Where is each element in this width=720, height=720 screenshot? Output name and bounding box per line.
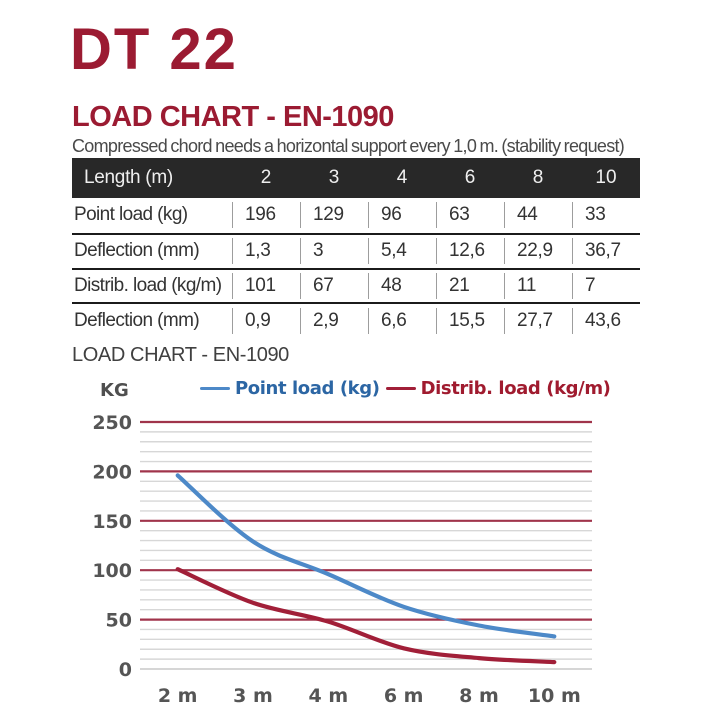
- table-cell: 67: [300, 272, 368, 299]
- table-cell: 1,3: [232, 238, 300, 265]
- legend-item-distrib-load: Distrib. load (kg/m): [385, 378, 611, 399]
- x-axis-tick-label: 6 m: [384, 685, 424, 707]
- chart-legend: Point load (kg) Distrib. load (kg/m): [200, 378, 611, 399]
- table-cell: 43,6: [572, 307, 640, 334]
- table-row-label: Deflection (mm): [74, 309, 200, 331]
- table-row-label: Point load (kg): [74, 204, 188, 226]
- y-axis-tick-label: 100: [92, 560, 132, 582]
- table-cell: 196: [232, 202, 300, 229]
- table-row: Point load (kg) 196 129 96 63 44 33: [72, 198, 640, 233]
- load-chart-heading: LOAD CHART - EN-1090: [72, 101, 394, 133]
- x-axis-tick-label: 10 m: [528, 685, 581, 707]
- y-axis-tick-label: 250: [92, 412, 132, 434]
- x-axis-tick-label: 3 m: [233, 685, 273, 707]
- table-row: Deflection (mm) 1,3 3 5,4 12,6 22,9 36,7: [72, 232, 640, 268]
- table-header-label: Length (m): [84, 167, 173, 188]
- distrib-load-line: [175, 567, 557, 665]
- table-row: Distrib. load (kg/m) 101 67 48 21 11 7: [72, 267, 640, 303]
- table-cell: 96: [368, 202, 436, 229]
- table-cell: 33: [572, 202, 640, 229]
- x-axis-tick-label: 8 m: [459, 685, 499, 707]
- table-header-length: 10: [595, 167, 617, 188]
- table-cell: 6,6: [368, 307, 436, 334]
- table-row-label: Deflection (mm): [74, 240, 200, 262]
- table-cell: 15,5: [436, 307, 504, 334]
- table-cell: 2,9: [300, 307, 368, 334]
- table-cell: 44: [504, 202, 572, 229]
- table-cell: 129: [300, 202, 368, 229]
- legend-label-distrib-load: Distrib. load (kg/m): [420, 378, 611, 399]
- x-axis-tick-label: 2 m: [158, 685, 198, 707]
- table-cell: 101: [232, 272, 300, 299]
- table-header-row: Length (m) 2 3 4 6 8 10: [72, 158, 640, 198]
- y-axis-tick-label: 200: [92, 461, 132, 483]
- table-header-length: 8: [532, 167, 544, 188]
- table-header-length: 2: [260, 167, 272, 188]
- chart-title: LOAD CHART - EN-1090: [72, 344, 289, 366]
- table-header-length: 4: [396, 167, 408, 188]
- y-axis-tick-label: 0: [119, 659, 132, 681]
- x-axis-tick-label: 4 m: [309, 685, 349, 707]
- y-axis-unit-label: KG: [100, 380, 129, 401]
- table-row: Deflection (mm) 0,9 2,9 6,6 15,5 27,7 43,6: [72, 302, 640, 337]
- table-cell: 7: [572, 272, 640, 299]
- table-cell: 21: [436, 272, 504, 299]
- load-chart-plot: 0 50 100 150 200 250 2 m 3 m 4 m 6 m 8 m 10 m: [92, 412, 592, 707]
- table-cell: 5,4: [368, 238, 436, 265]
- stability-note: Compressed chord needs a horizontal supp…: [72, 136, 625, 156]
- table-cell: 3: [300, 238, 368, 265]
- product-title: DT 22: [70, 17, 238, 82]
- distrib-load-line-swatch: [385, 386, 416, 391]
- table-header-length: 3: [328, 167, 340, 188]
- legend-item-point-load: Point load (kg): [200, 378, 380, 399]
- table-row-label: Distrib. load (kg/m): [74, 274, 222, 296]
- table-cell: 22,9: [504, 238, 572, 265]
- table-cell: 12,6: [436, 238, 504, 265]
- load-table: Length (m) 2 3 4 6 8 10 Point load (kg) 196 129 96…: [72, 158, 640, 337]
- table-cell: 48: [368, 272, 436, 299]
- table-cell: 11: [504, 272, 572, 299]
- point-load-line: [175, 473, 557, 639]
- y-axis-tick-label: 150: [92, 511, 132, 533]
- y-axis-tick-label: 50: [106, 610, 132, 632]
- table-header-length: 6: [464, 167, 476, 188]
- point-load-line-swatch: [200, 386, 230, 391]
- table-cell: 27,7: [504, 307, 572, 334]
- table-cell: 36,7: [572, 238, 640, 265]
- table-cell: 63: [436, 202, 504, 229]
- table-cell: 0,9: [232, 307, 300, 334]
- legend-label-point-load: Point load (kg): [235, 378, 380, 399]
